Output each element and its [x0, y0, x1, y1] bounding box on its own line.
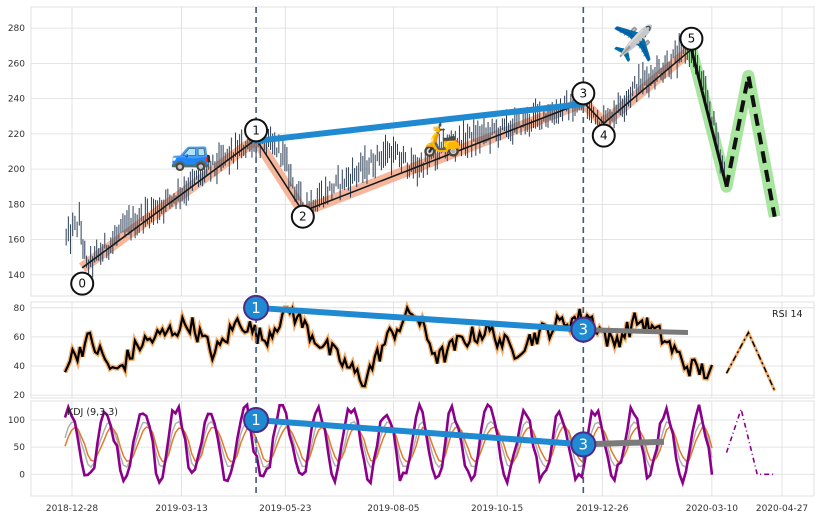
rsi-trend-gray: [583, 327, 689, 336]
wave-marker-3: [571, 81, 596, 106]
y-tick-label: 40: [14, 362, 26, 372]
y-tick-label: 200: [8, 165, 25, 175]
y-tick-label: 80: [14, 304, 26, 314]
wave-line: [81, 48, 692, 269]
y-tick-label: 180: [8, 200, 25, 210]
wave-marker-label: 2: [299, 210, 307, 224]
x-tick-labels: 2018-12-28 2019-03-13 2019-05-23 2019-08-05…: [46, 504, 808, 514]
wave-lines: [81, 48, 777, 269]
y-tick-label: 260: [8, 59, 25, 69]
price-divergence-line: [253, 100, 587, 144]
rsi-divergence-marker-3: [570, 316, 597, 343]
rsi-divergence-line: [255, 304, 584, 333]
x-tick-label: 2019-05-23: [259, 504, 311, 514]
y-tick-label: 140: [8, 271, 25, 281]
rsi-divergence-label: 3: [579, 321, 589, 339]
projection-solid: [689, 48, 728, 188]
rsi-divergence-marker-1: [243, 294, 270, 321]
rsi-lines: [62, 300, 777, 392]
wave-marker-2: [290, 204, 315, 229]
y-tick-label: 20: [14, 391, 26, 401]
y-tick-label: 0: [19, 470, 25, 480]
y-tick-label: 220: [8, 130, 25, 140]
plane-emoji: ✈️: [612, 23, 654, 64]
y-tick-label: 240: [8, 95, 25, 105]
x-tick-label: 2020-03-10: [686, 504, 739, 514]
wave-marker-4: [591, 123, 616, 148]
x-tick-label: 2018-12-28: [46, 504, 99, 514]
wave-markers: 0 1 2 3 4 5 1 3 1 3: [70, 26, 704, 458]
y-tick-label: 100: [8, 416, 25, 426]
wave-marker-label: 5: [688, 32, 696, 46]
y-tick-label: 60: [14, 333, 26, 343]
kdj-lines: [63, 400, 775, 488]
scooter-emoji: 🛵: [422, 120, 462, 158]
kdj-trend-gray: [583, 438, 665, 448]
wave-marker-5: [679, 26, 704, 51]
wave-marker-1: [244, 118, 269, 143]
y-tick-label: 50: [14, 443, 26, 453]
wave-marker-label: 0: [78, 277, 86, 291]
rsi-projection: [725, 330, 776, 391]
kdj-divergence-marker-3: [570, 431, 597, 458]
kdj-projection: [725, 406, 775, 476]
y-tick-labels: 140 160 180 200 220 240 260 280 20 40 60 80 0 50 100: [8, 24, 25, 480]
rsi-divergence-label: 1: [251, 299, 261, 317]
x-tick-label: 2019-12-26: [576, 504, 629, 514]
wave-marker-label: 3: [579, 86, 587, 100]
y-tick-label: 280: [8, 24, 25, 34]
wave-marker-label: 4: [600, 129, 608, 143]
x-tick-label: 2020-04-27: [756, 504, 808, 514]
kdj-divergence-line: [255, 417, 584, 448]
car-emoji: 🚙: [170, 133, 212, 173]
y-tick-label: 160: [8, 236, 25, 246]
kdj-title: KDJ (9,3,3): [67, 407, 118, 418]
rsi-title: RSI 14: [772, 309, 803, 320]
kdj-divergence-label: 3: [579, 435, 589, 453]
kdj-divergence-marker-1: [243, 407, 270, 433]
wave-marker-label: 1: [252, 123, 260, 137]
x-tick-label: 2019-08-05: [367, 504, 419, 514]
x-tick-label: 2019-03-13: [155, 504, 207, 514]
x-tick-label: 2019-10-15: [471, 504, 523, 514]
wave-marker-0: [70, 271, 95, 296]
kdj-divergence-label: 1: [251, 411, 261, 429]
